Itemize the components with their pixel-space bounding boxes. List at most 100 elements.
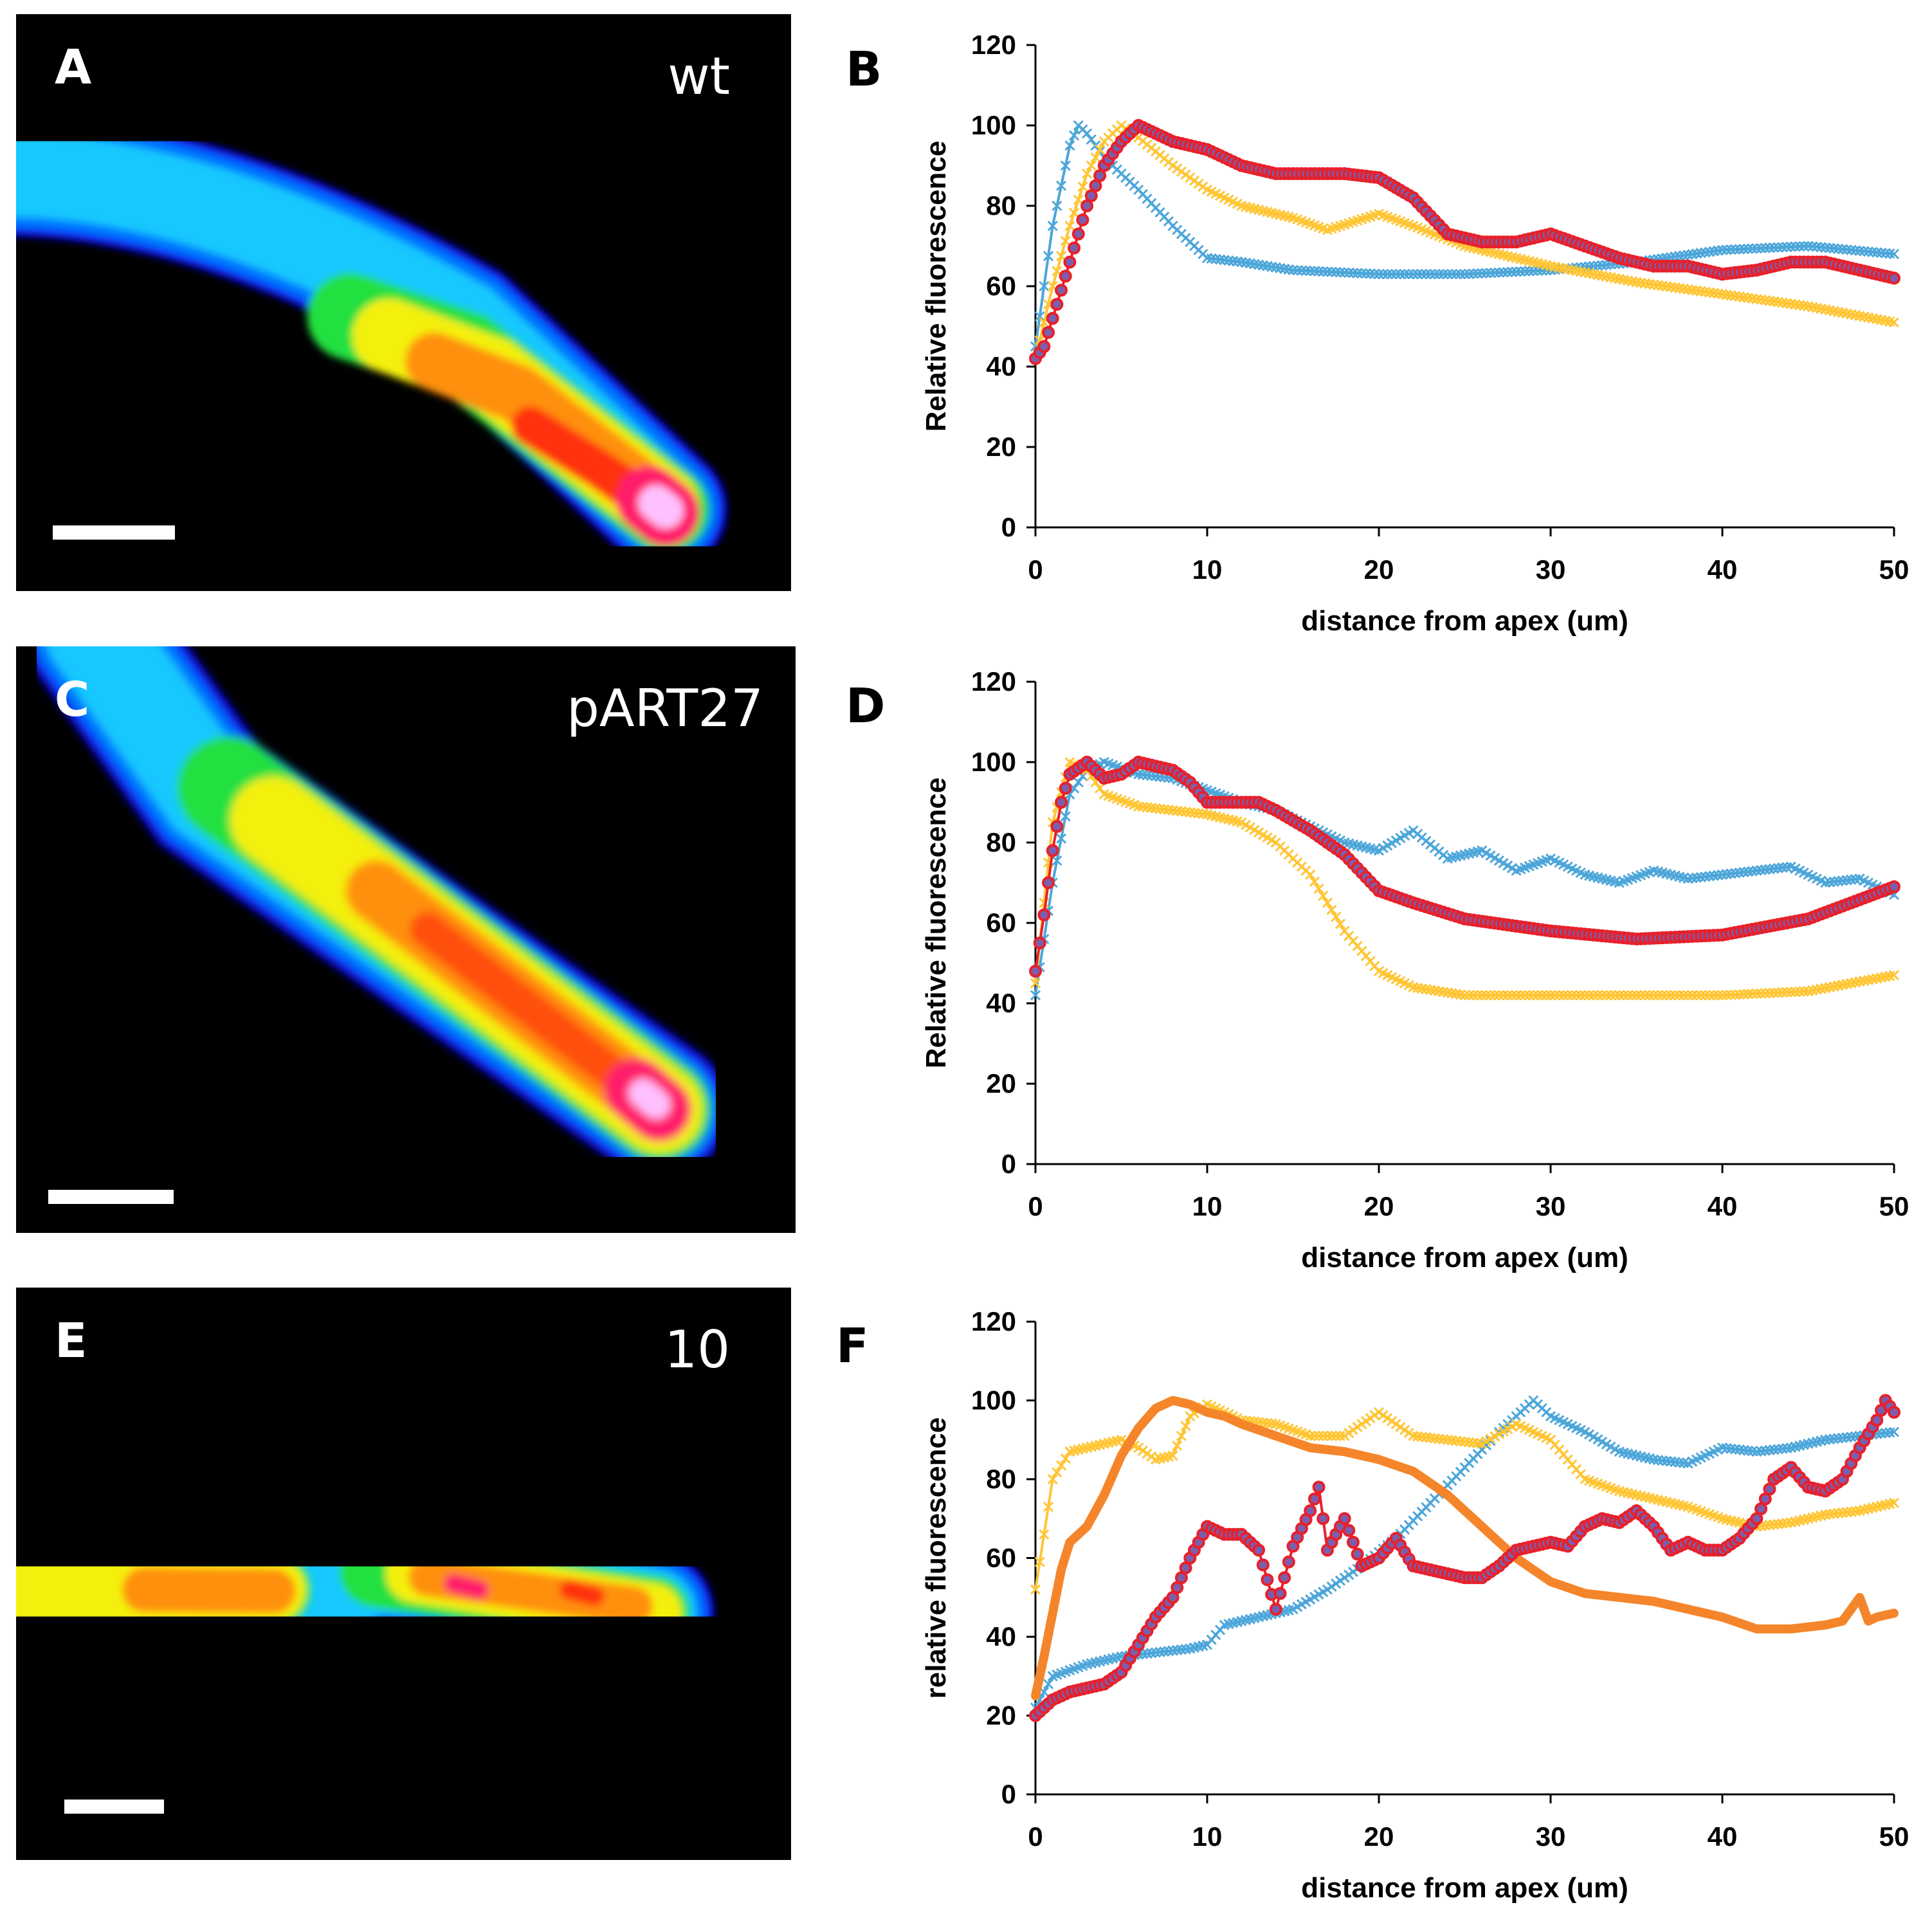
data-point xyxy=(1331,911,1342,922)
data-point xyxy=(1080,199,1094,212)
data-point xyxy=(1785,987,1796,998)
series-line xyxy=(1034,761,1895,997)
data-point xyxy=(1747,243,1758,254)
data-point xyxy=(1403,269,1414,280)
data-point xyxy=(1063,255,1077,269)
data-point xyxy=(1691,990,1702,1001)
data-point xyxy=(1738,989,1749,999)
data-point xyxy=(1760,242,1771,253)
data-point xyxy=(1034,1556,1045,1567)
y-tick-label: 20 xyxy=(986,1700,1016,1731)
data-point xyxy=(1760,988,1771,999)
data-point xyxy=(1399,269,1410,280)
data-point xyxy=(1335,1430,1345,1441)
data-point xyxy=(1588,990,1599,1001)
series-line xyxy=(1034,761,1895,996)
panel-letter-c: C xyxy=(55,672,90,727)
data-point xyxy=(1043,1501,1054,1512)
data-point xyxy=(1030,978,1041,989)
data-point xyxy=(1082,168,1093,179)
data-point xyxy=(1742,243,1754,254)
x-tick-label: 50 xyxy=(1879,554,1909,585)
data-point xyxy=(1721,990,1732,1001)
data-point xyxy=(1468,268,1479,279)
data-point xyxy=(1305,1430,1316,1441)
data-point xyxy=(1524,990,1535,1001)
y-tick-label: 40 xyxy=(986,351,1016,381)
data-point xyxy=(1798,241,1809,251)
data-point xyxy=(1627,990,1637,1001)
data-point xyxy=(1515,990,1526,1001)
data-point xyxy=(1717,990,1728,1001)
data-point xyxy=(1313,883,1324,894)
data-point xyxy=(1888,880,1900,893)
micrograph-image-line-10 xyxy=(16,1509,714,1673)
data-point xyxy=(1086,160,1097,171)
y-tick-label: 80 xyxy=(986,1464,1016,1494)
data-point xyxy=(1661,990,1672,1001)
data-point xyxy=(1335,918,1345,929)
data-point xyxy=(1095,144,1106,155)
data-point xyxy=(1485,268,1496,278)
data-point xyxy=(1580,990,1590,1001)
series-2 xyxy=(1031,1396,1899,1700)
data-point xyxy=(1477,268,1488,279)
data-point xyxy=(1726,989,1736,1000)
data-point xyxy=(1756,988,1767,999)
x-tick-label: 50 xyxy=(1879,1821,1909,1852)
data-point xyxy=(1273,1587,1287,1600)
data-point xyxy=(1713,990,1724,1001)
data-point xyxy=(1506,990,1517,1001)
x-tick-label: 10 xyxy=(1192,1821,1223,1852)
data-point xyxy=(1790,241,1801,252)
data-point xyxy=(1050,298,1064,311)
data-point xyxy=(1416,269,1427,280)
data-point xyxy=(1764,242,1775,253)
data-point xyxy=(1764,988,1775,999)
data-point xyxy=(1047,1473,1058,1485)
data-point xyxy=(1055,796,1068,809)
data-point xyxy=(1296,265,1307,276)
data-point xyxy=(1064,221,1075,232)
data-point xyxy=(1708,990,1719,1001)
data-point xyxy=(1429,269,1440,280)
series-1 xyxy=(1030,120,1900,364)
data-point xyxy=(1498,990,1509,1001)
data-point xyxy=(1511,266,1522,277)
y-tick-label: 120 xyxy=(971,30,1016,60)
data-point xyxy=(1331,1430,1342,1441)
data-point xyxy=(1769,242,1780,253)
data-point xyxy=(1042,876,1055,889)
panel-letter-f: F xyxy=(836,1318,869,1374)
x-tick-label: 40 xyxy=(1708,1821,1738,1852)
data-point xyxy=(1636,990,1646,1001)
scale-bar xyxy=(64,1800,164,1814)
data-point xyxy=(1300,265,1311,276)
data-point xyxy=(1528,990,1539,1001)
data-point xyxy=(1069,130,1080,141)
data-point xyxy=(1721,244,1732,255)
y-tick-label: 60 xyxy=(986,1543,1016,1573)
x-axis-label: distance from apex (um) xyxy=(1301,1872,1628,1904)
data-point xyxy=(1888,248,1900,260)
data-point xyxy=(1269,1603,1282,1616)
data-point xyxy=(1567,990,1578,1001)
data-point xyxy=(1502,267,1513,278)
data-point xyxy=(1524,266,1535,277)
data-point xyxy=(1785,241,1796,252)
data-point xyxy=(1704,990,1715,1001)
y-axis-label: relative fluorescence xyxy=(920,1417,952,1699)
data-point xyxy=(1043,251,1054,262)
data-point xyxy=(1055,180,1067,191)
x-axis-label: distance from apex (um) xyxy=(1301,605,1628,637)
data-point xyxy=(1039,1529,1050,1540)
data-point xyxy=(1472,990,1483,1001)
data-point xyxy=(1059,269,1072,283)
y-axis-label: Relative fluorescence xyxy=(920,141,952,432)
data-point xyxy=(1459,990,1470,1001)
data-point xyxy=(1090,152,1101,163)
data-point xyxy=(1309,266,1320,277)
x-tick-label: 10 xyxy=(1192,1191,1223,1221)
data-point xyxy=(1412,269,1423,280)
data-point xyxy=(1093,169,1107,183)
